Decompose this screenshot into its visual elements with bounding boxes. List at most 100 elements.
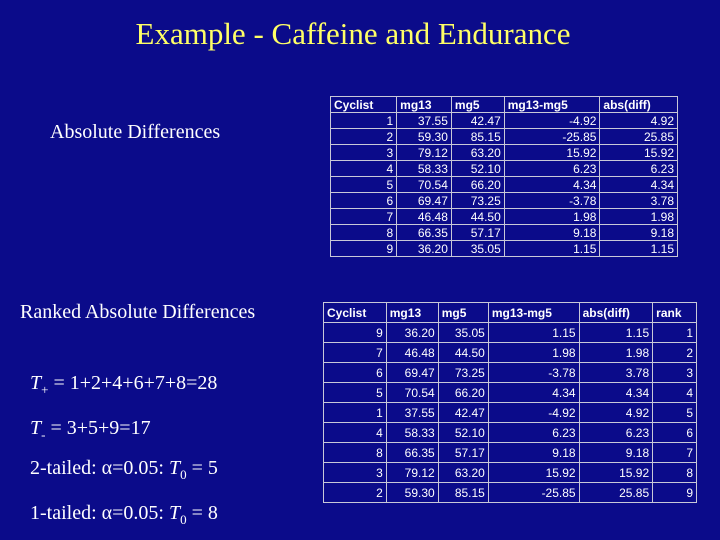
cell: 15.92 — [578, 462, 654, 483]
cell: 3 — [652, 362, 697, 383]
cell: 66.20 — [450, 176, 505, 193]
cell: 4.34 — [599, 176, 678, 193]
row: 2 59.30 85.15 -25.85 25.85 — [329, 128, 678, 145]
symbol: T — [30, 417, 42, 439]
cell: 4.34 — [503, 176, 601, 193]
cell: 15.92 — [487, 462, 580, 483]
cell: 4.92 — [578, 402, 654, 423]
expression: = 1+2+4+6+7+8=28 — [48, 372, 218, 394]
cell: 3 — [329, 144, 398, 161]
cell: 35.05 — [437, 322, 489, 343]
cell: 79.12 — [396, 144, 452, 161]
cell: 1 — [323, 402, 387, 423]
cell: 70.54 — [385, 382, 439, 403]
cell: 7 — [323, 342, 387, 363]
cell: 9.18 — [503, 224, 601, 241]
formula-line: T- = 3+5+9=17 — [30, 417, 151, 443]
cell: 2 — [323, 482, 387, 503]
header-cell: mg13-mg5 — [487, 302, 580, 323]
cell: 57.17 — [437, 442, 489, 463]
expression: = 5 — [186, 457, 218, 479]
cell: 1.98 — [578, 342, 654, 363]
cell: 9.18 — [487, 442, 580, 463]
cell: 1 — [652, 322, 697, 343]
cell: 3.78 — [578, 362, 654, 383]
header-cell: mg5 — [450, 96, 505, 113]
header-row: Cyclist mg13 mg5 mg13-mg5 abs(diff) rank — [323, 302, 697, 323]
cell: 25.85 — [599, 128, 678, 145]
symbol: T — [30, 372, 42, 394]
cell: 9 — [652, 482, 697, 503]
symbol: T — [168, 502, 181, 524]
cell: 9 — [323, 322, 387, 343]
cell: 1.98 — [599, 208, 678, 225]
cell: 1.15 — [487, 322, 580, 343]
subscript: - — [41, 427, 46, 442]
cell: 79.12 — [385, 462, 439, 483]
cell: 44.50 — [437, 342, 489, 363]
cell: 15.92 — [599, 144, 678, 161]
row: 1 37.55 42.47 -4.92 4.92 5 — [323, 402, 697, 423]
cell: 5 — [329, 176, 398, 193]
cell: 52.10 — [437, 422, 489, 443]
row: 2 59.30 85.15 -25.85 25.85 9 — [323, 482, 697, 503]
cell: 44.50 — [450, 208, 505, 225]
cell: 35.05 — [450, 240, 505, 257]
cell: 85.15 — [437, 482, 489, 503]
cell: 36.20 — [396, 240, 452, 257]
cell: 37.55 — [385, 402, 439, 423]
header-cell: abs(diff) — [599, 96, 678, 113]
cell: 4.34 — [487, 382, 580, 403]
cell: 6.23 — [503, 160, 601, 177]
cell: 1.98 — [503, 208, 601, 225]
cell: 37.55 — [396, 112, 452, 129]
cell: 70.54 — [396, 176, 452, 193]
cell: 2 — [329, 128, 398, 145]
cell: 4.34 — [578, 382, 654, 403]
cell: 5 — [652, 402, 697, 423]
cell: 69.47 — [396, 192, 452, 209]
data-table: Cyclist mg13 mg5 mg13-mg5 abs(diff) 1 37.55 42.… — [329, 96, 678, 257]
cell: 4.92 — [599, 112, 678, 129]
subscript: 0 — [180, 512, 187, 527]
cell: 6 — [652, 422, 697, 443]
cell: 42.47 — [450, 112, 505, 129]
row: 5 70.54 66.20 4.34 4.34 — [329, 176, 678, 193]
row: 6 69.47 73.25 -3.78 3.78 3 — [323, 362, 697, 383]
cell: 42.47 — [437, 402, 489, 423]
row: 7 46.48 44.50 1.98 1.98 — [329, 208, 678, 225]
cell: 85.15 — [450, 128, 505, 145]
cell: 3.78 — [599, 192, 678, 209]
subscript: 0 — [180, 467, 187, 482]
cell: 36.20 — [385, 322, 439, 343]
cell: -3.78 — [487, 362, 580, 383]
cell: 6.23 — [578, 422, 654, 443]
cell: 73.25 — [437, 362, 489, 383]
cell: 1.15 — [578, 322, 654, 343]
formula-line: T+ = 1+2+4+6+7+8=28 — [30, 372, 217, 398]
header-cell: rank — [652, 302, 697, 323]
cell: 25.85 — [578, 482, 654, 503]
cell: 58.33 — [385, 422, 439, 443]
header-cell: Cyclist — [323, 302, 387, 323]
row: 4 58.33 52.10 6.23 6.23 6 — [323, 422, 697, 443]
lead: 1-tailed: α=0.05: — [30, 502, 169, 524]
row: 8 66.35 57.17 9.18 9.18 — [329, 224, 678, 241]
cell: 46.48 — [385, 342, 439, 363]
row: 4 58.33 52.10 6.23 6.23 — [329, 160, 678, 177]
row: 9 36.20 35.05 1.15 1.15 — [329, 240, 678, 257]
cell: 58.33 — [396, 160, 452, 177]
cell: 6.23 — [487, 422, 580, 443]
cell: 1.98 — [487, 342, 580, 363]
section-label: Absolute Differences — [50, 121, 221, 143]
cell: 7 — [329, 208, 398, 225]
cell: 66.35 — [385, 442, 439, 463]
header-cell: Cyclist — [329, 96, 398, 113]
ranked-table: Cyclist mg13 mg5 mg13-mg5 abs(diff) rank 9 36.2… — [323, 302, 697, 503]
cell: 2 — [652, 342, 697, 363]
title: Example - Caffeine and Endurance — [135, 16, 571, 51]
row: 7 46.48 44.50 1.98 1.98 2 — [323, 342, 697, 363]
cell: 66.35 — [396, 224, 452, 241]
cell: 7 — [652, 442, 697, 463]
cell: 63.20 — [450, 144, 505, 161]
